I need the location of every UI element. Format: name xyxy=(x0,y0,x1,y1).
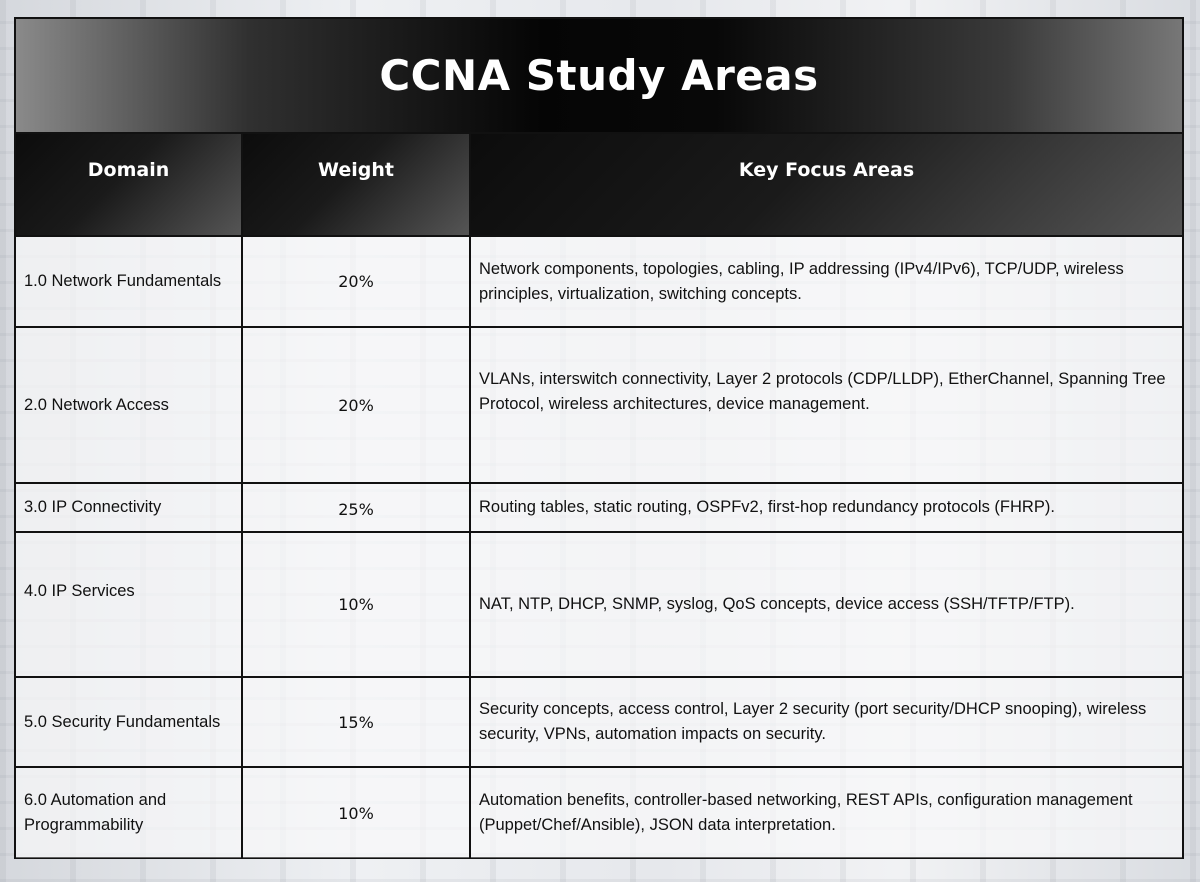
domain-cell: 1.0 Network Fundamentals xyxy=(16,235,243,328)
table-row: 2.0 Network Access 20% VLANs, interswitc… xyxy=(16,326,1182,484)
study-areas-card: CCNA Study Areas Domain Weight Key Focus… xyxy=(14,17,1184,859)
domain-cell: 2.0 Network Access xyxy=(16,326,243,484)
study-areas-table: Domain Weight Key Focus Areas 1.0 Networ… xyxy=(16,134,1182,858)
domain-cell: 3.0 IP Connectivity xyxy=(16,482,243,533)
focus-cell: NAT, NTP, DHCP, SNMP, syslog, QoS concep… xyxy=(469,531,1182,678)
weight-cell: 10% xyxy=(241,766,471,858)
header-domain: Domain xyxy=(16,134,243,237)
domain-cell: 5.0 Security Fundamentals xyxy=(16,676,243,768)
title-bar: CCNA Study Areas xyxy=(16,19,1182,134)
focus-cell: VLANs, interswitch connectivity, Layer 2… xyxy=(469,326,1182,484)
focus-cell: Routing tables, static routing, OSPFv2, … xyxy=(469,482,1182,533)
weight-cell: 15% xyxy=(241,676,471,768)
weight-cell: 25% xyxy=(241,482,471,533)
header-row: Domain Weight Key Focus Areas xyxy=(16,134,1182,237)
header-focus: Key Focus Areas xyxy=(469,134,1182,237)
table-row: 3.0 IP Connectivity 25% Routing tables, … xyxy=(16,482,1182,533)
focus-cell: Automation benefits, controller-based ne… xyxy=(469,766,1182,858)
table-row: 5.0 Security Fundamentals 15% Security c… xyxy=(16,676,1182,768)
focus-cell: Network components, topologies, cabling,… xyxy=(469,235,1182,328)
weight-cell: 10% xyxy=(241,531,471,678)
table-row: 4.0 IP Services 10% NAT, NTP, DHCP, SNMP… xyxy=(16,531,1182,678)
domain-cell: 6.0 Automation and Programmability xyxy=(16,766,243,858)
weight-cell: 20% xyxy=(241,326,471,484)
domain-cell: 4.0 IP Services xyxy=(16,531,243,678)
focus-cell: Security concepts, access control, Layer… xyxy=(469,676,1182,768)
page-title: CCNA Study Areas xyxy=(379,51,819,100)
weight-cell: 20% xyxy=(241,235,471,328)
table-row: 1.0 Network Fundamentals 20% Network com… xyxy=(16,235,1182,328)
header-weight: Weight xyxy=(241,134,471,237)
table-row: 6.0 Automation and Programmability 10% A… xyxy=(16,766,1182,858)
